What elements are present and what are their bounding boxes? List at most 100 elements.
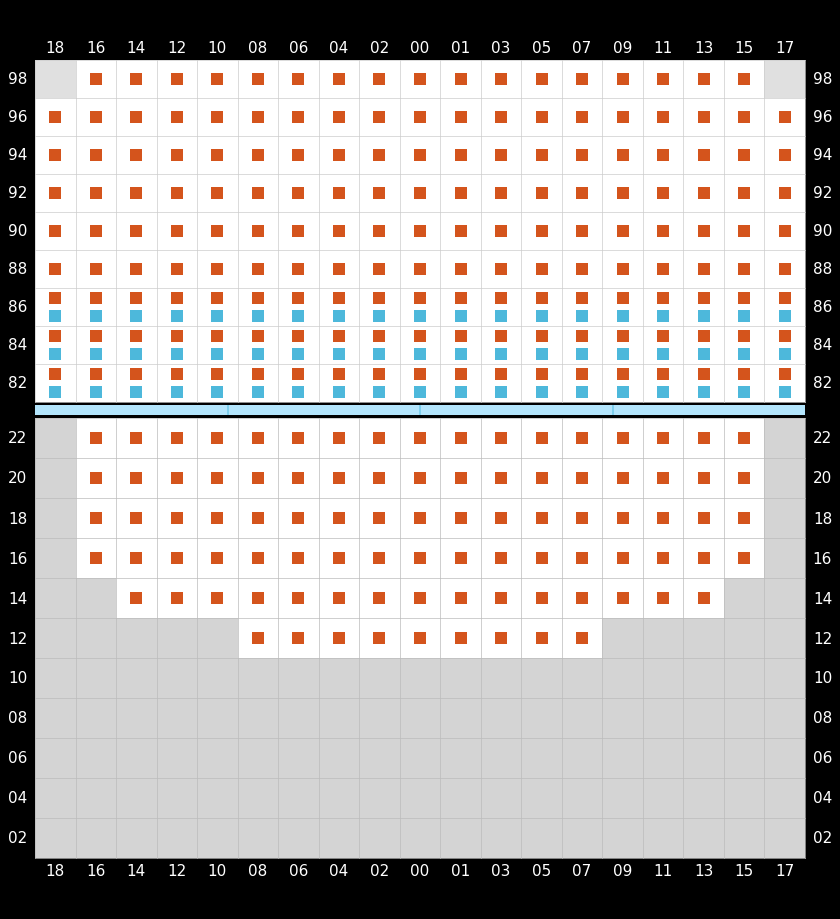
Bar	[617, 331, 628, 343]
Bar	[454, 593, 466, 605]
Text: 10: 10	[207, 41, 227, 56]
Bar	[333, 226, 345, 238]
Bar	[536, 369, 548, 380]
Bar	[252, 513, 264, 525]
Text: 09: 09	[613, 863, 633, 878]
Bar	[536, 150, 548, 162]
Bar	[50, 387, 61, 399]
Bar	[536, 74, 548, 85]
Bar	[738, 513, 750, 525]
Bar	[130, 292, 142, 305]
Text: 94: 94	[813, 148, 832, 164]
Text: 94: 94	[8, 148, 27, 164]
Bar	[90, 433, 102, 445]
Text: 07: 07	[573, 41, 591, 56]
Bar	[576, 187, 588, 199]
Bar	[50, 292, 61, 305]
Text: 08: 08	[249, 863, 267, 878]
Bar	[130, 150, 142, 162]
Bar	[576, 292, 588, 305]
Bar	[374, 311, 386, 323]
Bar	[495, 472, 507, 484]
Text: 04: 04	[813, 790, 832, 806]
Bar	[90, 150, 102, 162]
Bar	[76, 539, 764, 578]
Bar	[90, 513, 102, 525]
Bar	[617, 187, 628, 199]
Bar	[414, 513, 426, 525]
Bar	[212, 513, 223, 525]
Bar	[333, 632, 345, 644]
Bar	[764, 61, 805, 99]
Text: 96: 96	[813, 110, 832, 125]
Text: 17: 17	[775, 41, 795, 56]
Bar	[495, 74, 507, 85]
Bar	[617, 593, 628, 605]
Bar	[454, 311, 466, 323]
Text: 92: 92	[8, 187, 27, 201]
Bar	[495, 552, 507, 564]
Bar	[414, 331, 426, 343]
Text: 88: 88	[8, 262, 27, 278]
Bar	[536, 187, 548, 199]
Bar	[212, 292, 223, 305]
Bar	[374, 187, 386, 199]
Bar	[292, 187, 304, 199]
Bar	[698, 472, 710, 484]
Bar	[333, 348, 345, 360]
Text: 20: 20	[813, 471, 832, 486]
Bar	[130, 311, 142, 323]
Text: 00: 00	[411, 41, 429, 56]
Bar	[252, 387, 264, 399]
Bar	[576, 348, 588, 360]
Bar	[576, 552, 588, 564]
Bar	[292, 369, 304, 380]
Text: 82: 82	[813, 376, 832, 391]
Bar	[779, 264, 790, 276]
Bar	[454, 331, 466, 343]
Text: 86: 86	[813, 301, 832, 315]
Text: 16: 16	[8, 550, 27, 566]
Text: 13: 13	[694, 863, 713, 878]
Bar	[333, 552, 345, 564]
Bar	[212, 264, 223, 276]
Bar	[374, 348, 386, 360]
Bar	[495, 348, 507, 360]
Bar	[35, 418, 805, 858]
Bar	[414, 187, 426, 199]
Bar	[374, 292, 386, 305]
Bar	[495, 112, 507, 124]
Bar	[333, 74, 345, 85]
Bar	[495, 513, 507, 525]
Bar	[374, 264, 386, 276]
Bar	[657, 369, 669, 380]
Text: 13: 13	[694, 41, 713, 56]
Bar	[90, 112, 102, 124]
Bar	[414, 433, 426, 445]
Bar	[495, 311, 507, 323]
Bar	[212, 331, 223, 343]
Text: 08: 08	[8, 710, 27, 726]
Text: 88: 88	[813, 262, 832, 278]
Bar	[171, 187, 183, 199]
Text: 10: 10	[207, 863, 227, 878]
Text: 15: 15	[735, 41, 753, 56]
Bar	[374, 513, 386, 525]
Bar	[50, 226, 61, 238]
Bar	[536, 348, 548, 360]
Bar	[738, 112, 750, 124]
Bar	[374, 632, 386, 644]
Bar	[536, 292, 548, 305]
Bar	[171, 112, 183, 124]
Bar	[76, 498, 764, 539]
Bar	[698, 187, 710, 199]
Text: 06: 06	[289, 41, 308, 56]
Bar	[130, 74, 142, 85]
Bar	[171, 387, 183, 399]
Bar	[212, 472, 223, 484]
Text: 22: 22	[8, 431, 27, 446]
Bar	[617, 292, 628, 305]
Bar	[576, 264, 588, 276]
Text: 86: 86	[8, 301, 27, 315]
Bar	[414, 387, 426, 399]
